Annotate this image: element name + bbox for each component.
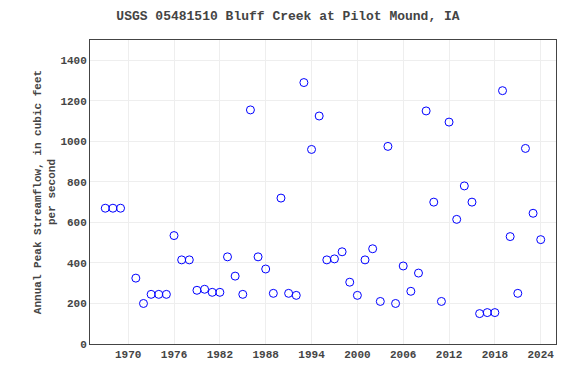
svg-text:200: 200: [67, 298, 87, 310]
svg-text:0: 0: [80, 339, 87, 351]
svg-text:Annual Peak Streamflow, in cub: Annual Peak Streamflow, in cubic feetper…: [32, 70, 58, 314]
svg-text:1400: 1400: [60, 55, 86, 67]
svg-text:800: 800: [67, 177, 87, 189]
svg-text:1982: 1982: [207, 349, 233, 361]
svg-text:400: 400: [67, 258, 87, 270]
svg-text:600: 600: [67, 217, 87, 229]
svg-text:1970: 1970: [115, 349, 141, 361]
svg-text:1988: 1988: [252, 349, 279, 361]
svg-text:1976: 1976: [161, 349, 187, 361]
svg-text:2000: 2000: [344, 349, 370, 361]
svg-text:2012: 2012: [436, 349, 462, 361]
svg-text:2018: 2018: [482, 349, 509, 361]
svg-text:1000: 1000: [60, 136, 86, 148]
svg-text:1994: 1994: [298, 349, 325, 361]
svg-text:2006: 2006: [390, 349, 416, 361]
svg-text:1200: 1200: [60, 96, 86, 108]
svg-text:2024: 2024: [528, 349, 555, 361]
svg-text:USGS 05481510 Bluff Creek at P: USGS 05481510 Bluff Creek at Pilot Mound…: [116, 9, 459, 24]
